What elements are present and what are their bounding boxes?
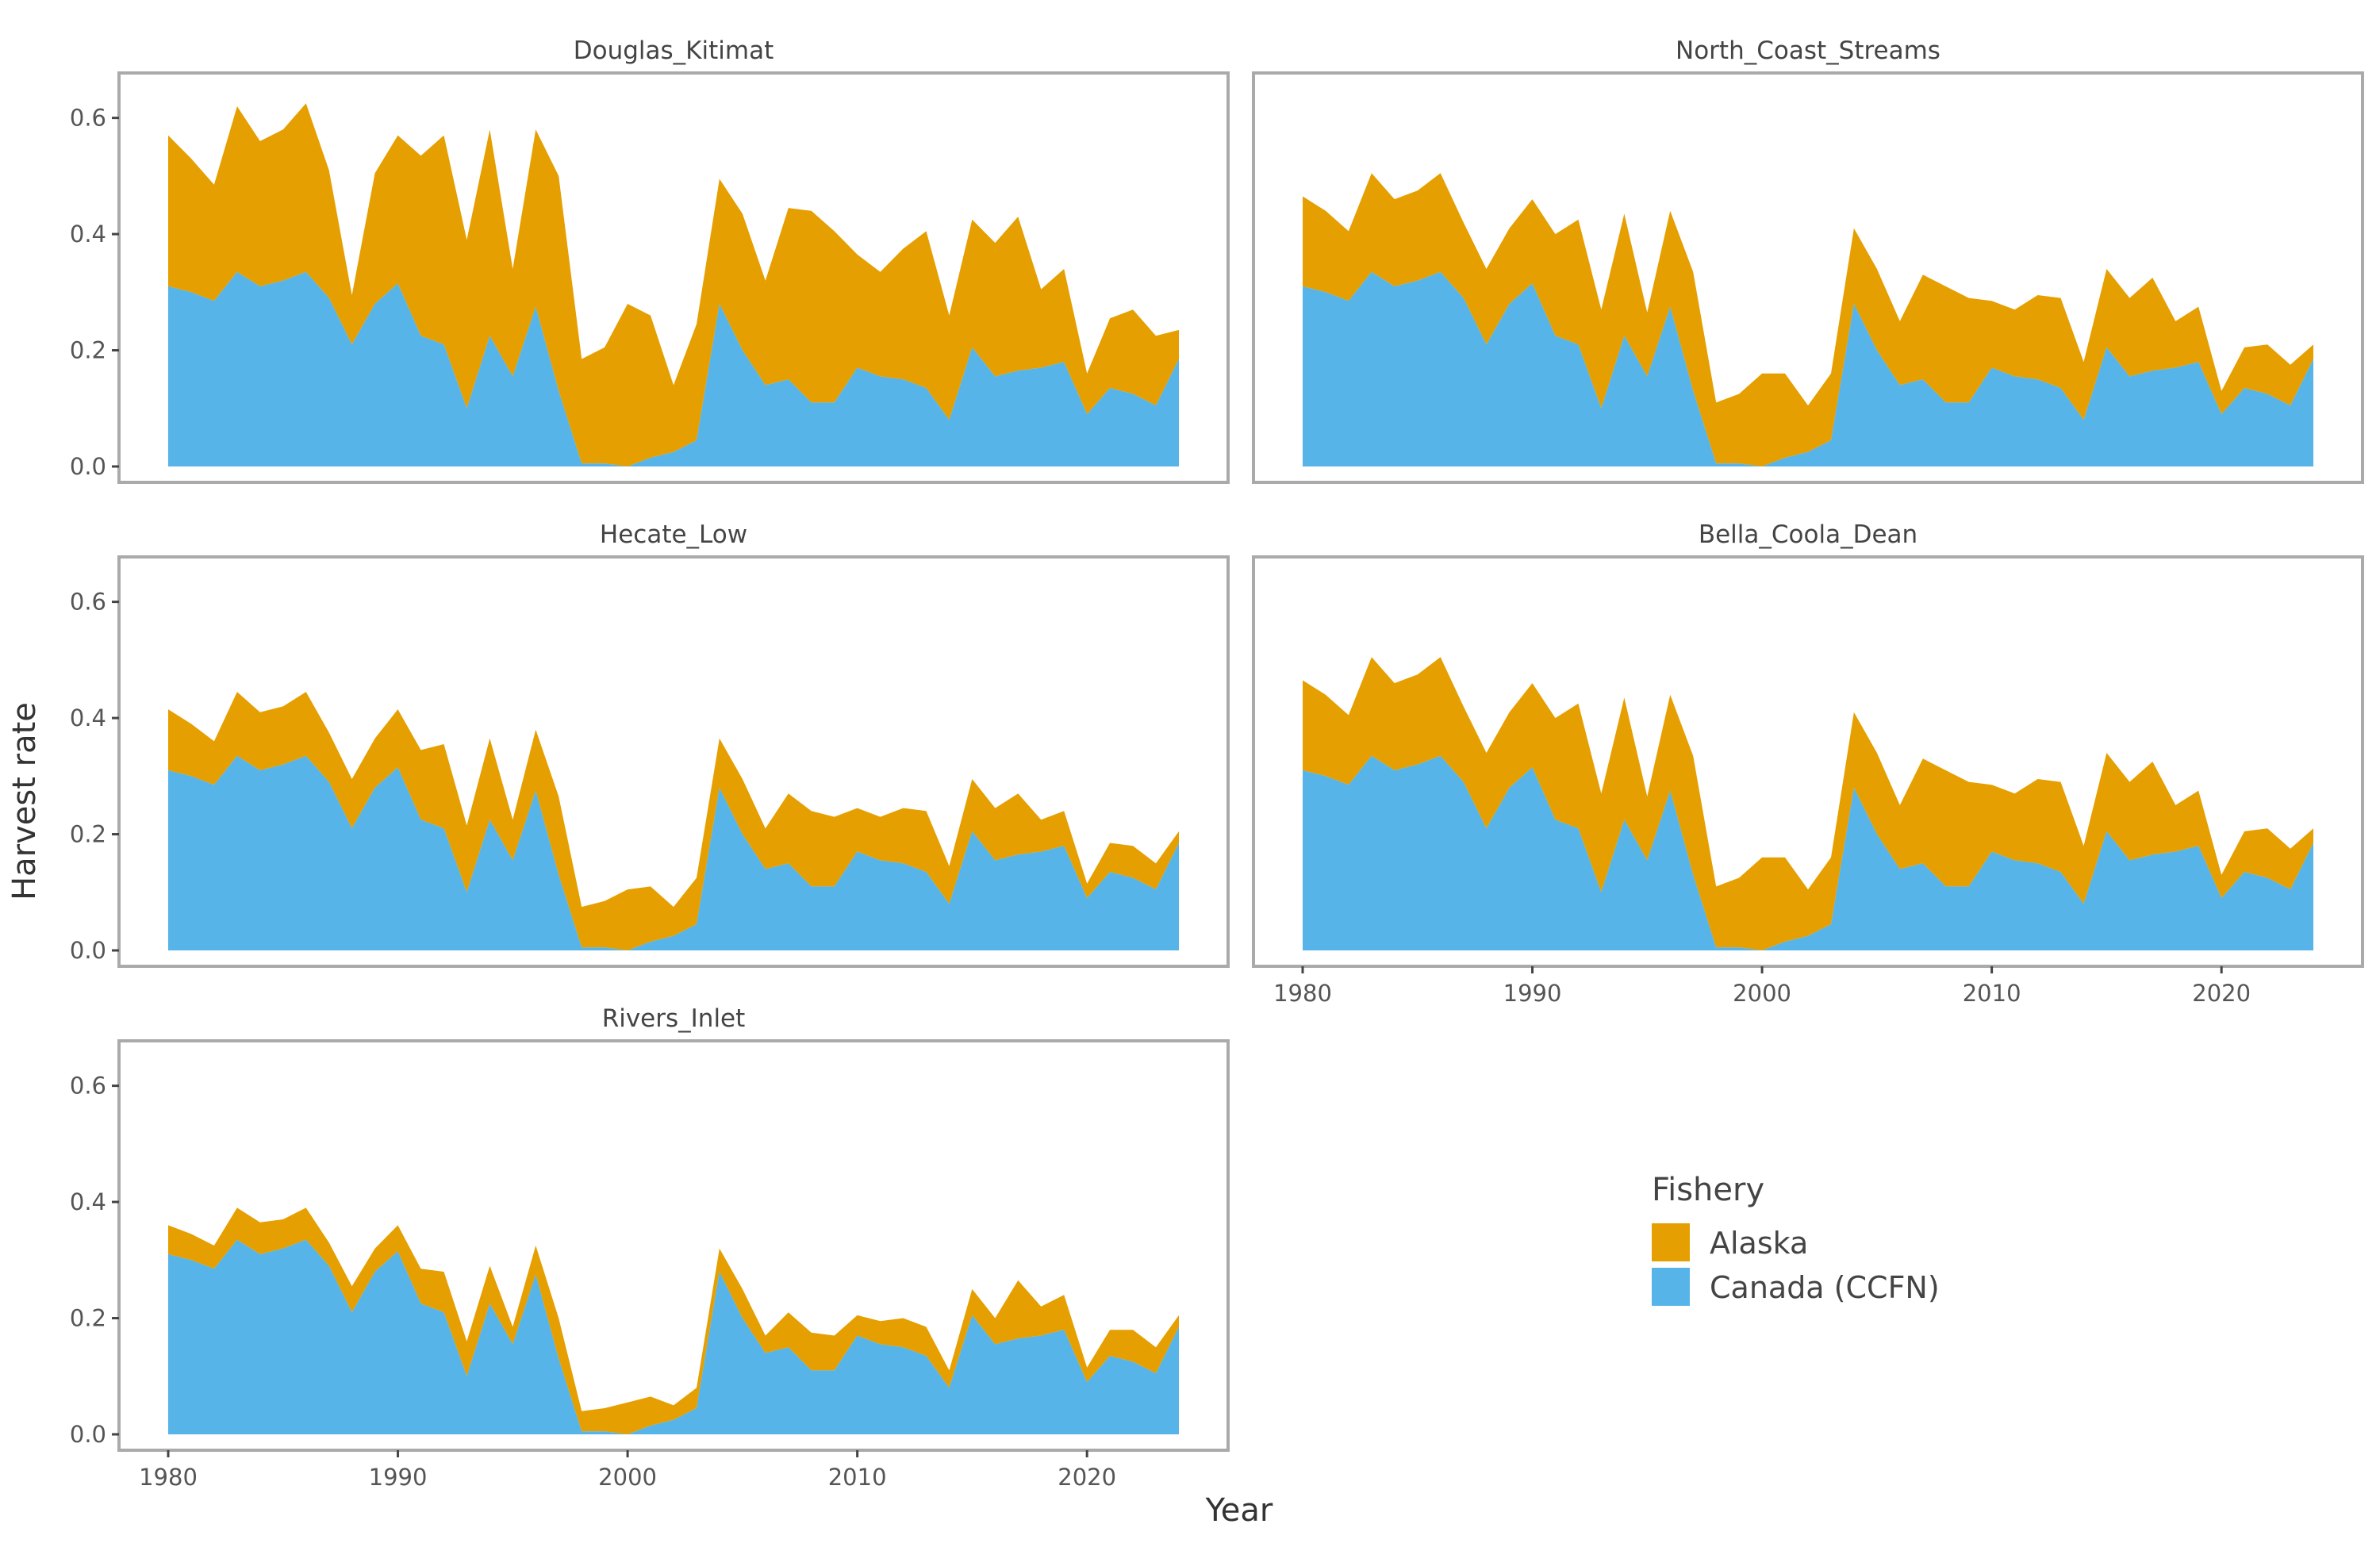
x-tick-label: 2000 [598, 1464, 657, 1491]
y-axis-title: Harvest rate [6, 702, 43, 900]
area-canada-hecate-low [168, 755, 1179, 950]
panel-border-rivers-inlet [117, 1039, 1230, 1452]
legend-swatch-canada [1652, 1268, 1690, 1306]
y-tick-label: 0.6 [70, 589, 106, 616]
panel-north-coast-streams: North_Coast_Streams [1252, 36, 2364, 484]
area-alaska-hecate-low [168, 692, 1179, 950]
panel-hecate-low: Hecate_Low 0.0 0.2 0.4 0.6 [70, 520, 1230, 968]
legend-title: Fishery [1652, 1172, 1764, 1208]
x-tick-label: 1990 [1503, 980, 1562, 1007]
area-alaska-bella-coola-dean [1303, 657, 2313, 950]
y-tick-label: 0.2 [70, 1305, 106, 1332]
panel-rivers-inlet: Rivers_Inlet 0.0 0.2 0.4 0.6 [70, 1004, 1230, 1452]
panel-title-bella-coola-dean: Bella_Coola_Dean [1699, 520, 1917, 549]
y-tick-label: 0.0 [70, 453, 106, 480]
area-alaska-north-coast-streams [1303, 173, 2313, 466]
legend-label-alaska: Alaska [1710, 1226, 1808, 1261]
area-canada-rivers-inlet [168, 1239, 1179, 1434]
y-tick-label: 0.4 [70, 1188, 106, 1215]
x-tick-label: 1990 [369, 1464, 428, 1491]
legend-label-canada: Canada (CCFN) [1710, 1270, 1940, 1305]
y-tick-label: 0.2 [70, 337, 106, 364]
panel-title-rivers-inlet: Rivers_Inlet [602, 1004, 746, 1033]
x-tick-label: 1980 [1273, 980, 1332, 1007]
panels-layer: Douglas_Kitimat 0.0 0.2 0.4 0.6 North_Coast_S… [70, 36, 2364, 1452]
panel-title-hecate-low: Hecate_Low [600, 520, 747, 549]
area-canada-north-coast-streams [1303, 271, 2313, 466]
x-tick-label: 1980 [139, 1464, 198, 1491]
panel-title-north-coast-streams: North_Coast_Streams [1676, 36, 1940, 65]
y-tick-label: 0.0 [70, 1421, 106, 1448]
legend-swatch-alaska [1652, 1223, 1690, 1261]
area-canada-douglas-kitimat [168, 271, 1179, 466]
y-tick-label: 0.6 [70, 1073, 106, 1100]
x-tick-label: 2020 [2192, 980, 2251, 1007]
x-tick-label: 2010 [828, 1464, 887, 1491]
y-tick-label: 0.2 [70, 821, 106, 848]
y-tick-label: 0.6 [70, 105, 106, 132]
panel-title-douglas-kitimat: Douglas_Kitimat [574, 36, 774, 65]
x-axes-layer: 1980 1990 2000 2010 2020 1980 1990 2000 2010 2020 [139, 966, 2251, 1491]
legend: Fishery Alaska Canada (CCFN) [1652, 1172, 1940, 1306]
x-tick-label: 2000 [1733, 980, 1791, 1007]
y-tick-label: 0.0 [70, 937, 106, 964]
panel-border-north-coast-streams [1252, 71, 2364, 484]
panel-border-bella-coola-dean [1252, 555, 2364, 968]
x-axis-title: Year [1205, 1492, 1273, 1529]
area-alaska-rivers-inlet [168, 1207, 1179, 1434]
y-tick-label: 0.4 [70, 221, 106, 248]
x-tick-label: 2010 [1963, 980, 2021, 1007]
panel-bella-coola-dean: Bella_Coola_Dean [1252, 520, 2364, 968]
panel-border-douglas-kitimat [117, 71, 1230, 484]
x-tick-label: 2020 [1058, 1464, 1116, 1491]
area-alaska-douglas-kitimat [168, 103, 1179, 467]
panel-douglas-kitimat: Douglas_Kitimat 0.0 0.2 0.4 0.6 [70, 36, 1230, 484]
area-canada-bella-coola-dean [1303, 755, 2313, 950]
y-tick-label: 0.4 [70, 704, 106, 731]
panel-border-hecate-low [117, 555, 1230, 968]
